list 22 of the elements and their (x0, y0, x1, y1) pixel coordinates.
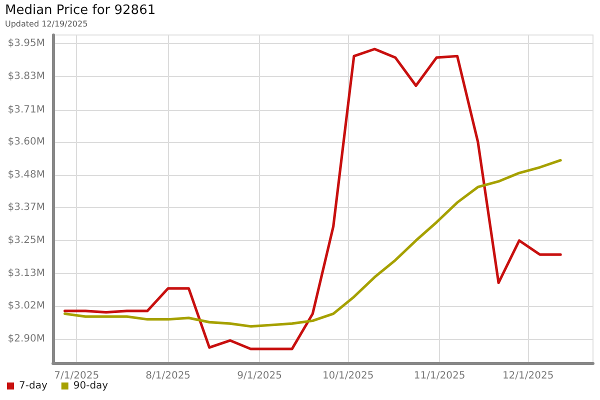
y-tick-label: $3.60M (8, 136, 45, 148)
legend-label: 7-day (19, 380, 48, 392)
legend-label: 90-day (73, 380, 108, 392)
line-series (64, 48, 562, 350)
x-tick-label: 12/1/2025 (502, 370, 554, 382)
chart-title: Median Price for 92861 (5, 3, 156, 18)
x-tick-label: 10/1/2025 (322, 370, 374, 382)
y-tick-label: $3.95M (8, 38, 45, 49)
y-tick-label: $3.25M (8, 235, 45, 246)
x-tick-label: 7/1/2025 (54, 370, 100, 382)
y-tick-label: $3.37M (8, 202, 45, 214)
y-tick-label: $3.48M (8, 169, 45, 180)
x-tick-label: 11/1/2025 (414, 370, 466, 382)
line-series (64, 158, 562, 328)
y-tick-label: $3.83M (8, 70, 45, 82)
y-tick-label: $3.02M (8, 300, 45, 312)
x-tick-label: 9/1/2025 (237, 370, 282, 382)
chart-subtitle: Updated 12/19/2025 (5, 20, 88, 28)
y-tick-label: $3.71M (8, 104, 45, 116)
y-tick-label: $3.13M (8, 268, 45, 279)
x-tick-label: 8/1/2025 (146, 370, 191, 382)
y-tick-label: $2.90M (8, 334, 45, 345)
